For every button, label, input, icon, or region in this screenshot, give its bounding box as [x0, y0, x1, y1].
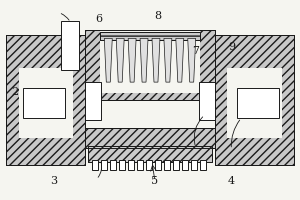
- Bar: [19, 68, 73, 138]
- Bar: [85, 30, 214, 100]
- Bar: [214, 35, 294, 165]
- Text: 6: 6: [95, 14, 102, 24]
- Polygon shape: [164, 38, 172, 82]
- Text: 9: 9: [228, 42, 235, 52]
- Bar: [214, 35, 294, 165]
- Bar: [200, 160, 206, 170]
- Bar: [182, 160, 188, 170]
- Text: 3: 3: [50, 176, 57, 186]
- Bar: [146, 160, 152, 170]
- Polygon shape: [152, 38, 160, 82]
- Bar: [173, 160, 179, 170]
- Bar: [155, 160, 161, 170]
- Bar: [100, 30, 200, 93]
- Bar: [85, 128, 214, 148]
- Bar: [92, 160, 98, 170]
- Bar: [101, 160, 107, 170]
- Bar: [110, 160, 116, 170]
- Text: 2: 2: [11, 87, 19, 97]
- Text: 8: 8: [154, 11, 161, 21]
- Bar: [227, 68, 282, 138]
- Bar: [237, 88, 279, 118]
- Bar: [88, 146, 212, 162]
- Polygon shape: [104, 38, 112, 82]
- Text: 4: 4: [228, 176, 235, 186]
- Text: 7: 7: [192, 46, 199, 56]
- Bar: [88, 146, 212, 162]
- Bar: [100, 32, 200, 40]
- Bar: [128, 160, 134, 170]
- Bar: [164, 160, 170, 170]
- Bar: [85, 30, 214, 100]
- Bar: [85, 128, 214, 148]
- Bar: [6, 35, 85, 165]
- Bar: [191, 160, 197, 170]
- Bar: [61, 21, 79, 70]
- Polygon shape: [140, 38, 148, 82]
- Bar: [85, 82, 101, 120]
- Polygon shape: [128, 38, 136, 82]
- Polygon shape: [176, 38, 184, 82]
- Bar: [6, 35, 85, 165]
- Polygon shape: [116, 38, 124, 82]
- Bar: [23, 88, 64, 118]
- Bar: [199, 82, 214, 120]
- Bar: [100, 32, 200, 40]
- Bar: [137, 160, 143, 170]
- Polygon shape: [188, 38, 196, 82]
- Bar: [119, 160, 125, 170]
- Text: 5: 5: [152, 176, 158, 186]
